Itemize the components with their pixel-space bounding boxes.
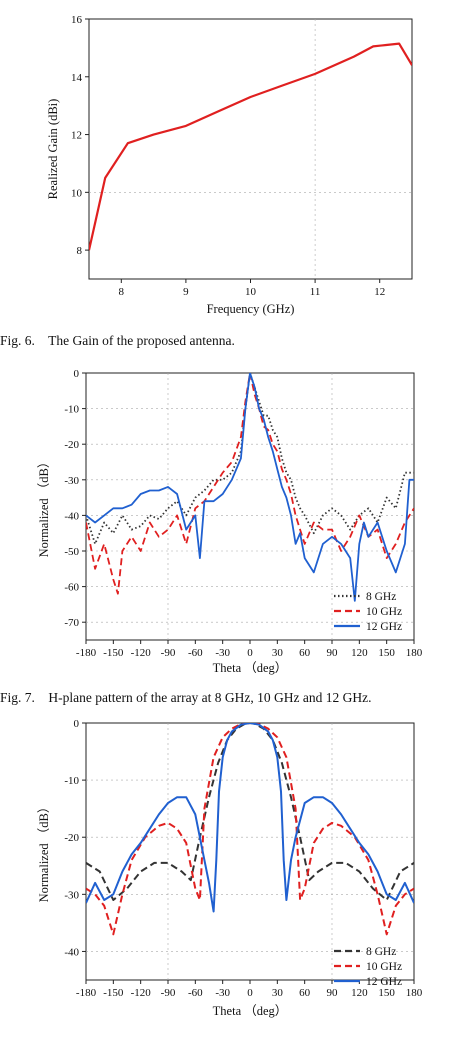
x-tick-label: 60 [299, 647, 311, 659]
y-tick-label: 10 [71, 187, 83, 199]
y-tick-label: 0 [74, 368, 80, 380]
x-tick-label: 120 [351, 987, 368, 999]
h-plane-pattern-chart: -180 -150 -120 -90 -60 -30 0 30 60 90 120 150 180 0 -1… [0, 355, 474, 685]
y-tick-label: 8 [77, 245, 83, 257]
x-tick-label: -90 [161, 987, 176, 999]
x-tick-label: 8 [119, 286, 125, 298]
figure-6-caption: Fig. 6. The Gain of the proposed antenna… [0, 333, 235, 348]
x-tick-label: -150 [103, 647, 124, 659]
legend-label: 8 GHz [366, 591, 396, 603]
x-tick-label: -120 [131, 987, 152, 999]
x-tick-label: 90 [327, 987, 339, 999]
y-tick-label: -10 [64, 404, 79, 416]
x-axis-label: Theta （deg） [213, 661, 288, 675]
y-tick-label: 12 [71, 130, 82, 142]
plot-frame [88, 18, 413, 280]
y-tick-label: -60 [64, 582, 79, 594]
legend-label: 10 GHz [366, 961, 402, 973]
x-tick-label: 9 [183, 286, 189, 298]
y-axis-label: Normalized （dB） [37, 801, 51, 903]
x-tick-label: 10 [245, 286, 257, 298]
series-line-8-ghz [86, 723, 414, 901]
h-plane-pattern-svg: -180 -150 -120 -90 -60 -30 0 30 60 90 120 150 180 0 -1… [37, 368, 423, 675]
x-tick-label: 180 [406, 647, 423, 659]
y-tick-label: -40 [64, 946, 79, 958]
plot-frame [85, 372, 415, 641]
legend-label: 8 GHz [366, 946, 396, 958]
x-tick-label: 150 [378, 987, 395, 999]
legend-label: 10 GHz [366, 606, 402, 618]
y-tick-label: -40 [64, 510, 79, 522]
y-tick-label: -30 [64, 889, 79, 901]
x-tick-label: -90 [161, 647, 176, 659]
series-line-12-ghz [86, 723, 414, 913]
array-pattern-svg: -180 -150 -120 -90 -60 -30 0 30 60 90 120 150 180 0 -1… [37, 718, 423, 1018]
legend-label: 12 GHz [366, 621, 402, 633]
y-tick-label: 16 [71, 14, 83, 26]
x-tick-label: 0 [247, 647, 253, 659]
legend-label: 12 GHz [366, 976, 402, 988]
y-axis-label: Normalized （dB） [37, 456, 51, 558]
series-line-10-ghz [86, 723, 414, 936]
x-tick-label: 60 [299, 987, 311, 999]
x-tick-label: 180 [406, 987, 423, 999]
y-tick-label: -70 [64, 617, 79, 629]
series-line-12-ghz [86, 373, 414, 602]
series-line-10-ghz [86, 373, 414, 595]
x-tick-label: 120 [351, 647, 368, 659]
x-axis-label: Theta （deg） [213, 1004, 288, 1018]
x-tick-label: -120 [131, 647, 152, 659]
y-tick-label: -10 [64, 775, 79, 787]
figure-7-caption: Fig. 7. H-plane pattern of the array at … [0, 690, 372, 705]
x-tick-label: 150 [378, 647, 395, 659]
y-tick-label: 0 [74, 718, 80, 730]
gain-chart: 8 9 10 11 12 8 10 12 14 16 Frequency (GHz) Realized… [0, 0, 474, 330]
x-tick-label: -30 [215, 987, 230, 999]
gain-chart-svg: 8 9 10 11 12 8 10 12 14 16 Frequency (GHz) Realized… [46, 14, 413, 316]
x-axis-label: Frequency (GHz) [207, 302, 295, 316]
y-tick-label: -20 [64, 439, 79, 451]
x-tick-label: -180 [76, 987, 97, 999]
x-tick-label: -60 [188, 647, 203, 659]
y-tick-label: -20 [64, 832, 79, 844]
x-tick-label: 11 [310, 286, 321, 298]
y-axis-label: Realized Gain (dBi) [46, 99, 60, 200]
x-tick-label: -150 [103, 987, 124, 999]
x-tick-label: 30 [272, 647, 284, 659]
y-tick-label: 14 [71, 72, 83, 84]
series-line-0 [89, 42, 412, 251]
x-tick-label: 0 [247, 987, 253, 999]
y-tick-label: -50 [64, 546, 79, 558]
series-line-8-ghz [86, 373, 414, 545]
x-tick-label: 30 [272, 987, 284, 999]
y-tick-label: -30 [64, 475, 79, 487]
x-tick-label: 90 [327, 647, 339, 659]
array-pattern-chart: -180 -150 -120 -90 -60 -30 0 30 60 90 120 150 180 0 -1… [0, 710, 474, 1037]
x-tick-label: -30 [215, 647, 230, 659]
x-tick-label: 12 [374, 286, 385, 298]
plot-frame [85, 722, 415, 981]
x-tick-label: -60 [188, 987, 203, 999]
x-tick-label: -180 [76, 647, 97, 659]
